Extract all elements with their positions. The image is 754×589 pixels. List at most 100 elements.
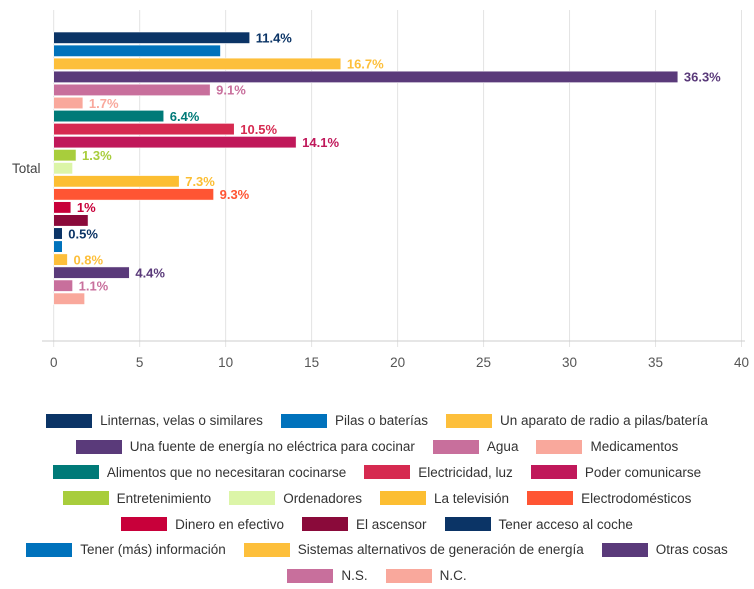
legend-item[interactable]: Un aparato de radio a pilas/batería — [446, 413, 708, 428]
bar — [53, 279, 73, 292]
x-tick-label: 35 — [648, 355, 663, 370]
legend-swatch — [364, 465, 411, 480]
data-label: 16.7% — [347, 57, 384, 72]
legend-item[interactable]: Electricidad, luz — [364, 465, 513, 480]
legend-item[interactable]: Poder comunicarse — [530, 464, 702, 480]
legend-swatch — [26, 542, 73, 557]
data-label: 36.3% — [684, 70, 721, 85]
bar — [53, 227, 63, 240]
legend-label: Alimentos que no necesitaran cocinarse — [106, 464, 347, 480]
data-label: 0.8% — [73, 252, 103, 267]
legend-item[interactable]: Linternas, velas o similares — [46, 413, 263, 428]
legend-label: N.C. — [439, 568, 467, 584]
legend-item[interactable]: Tener acceso al coche — [444, 516, 633, 532]
legend-label: N.S. — [341, 568, 368, 584]
bar — [53, 214, 89, 227]
data-label: 1.7% — [89, 96, 119, 111]
legend-row: Una fuente de energía no eléctrica para … — [0, 434, 754, 460]
category-label: Total — [12, 161, 41, 176]
legend-label: Poder comunicarse — [584, 464, 702, 480]
legend-row: Dinero en efectivo El ascensor Tener acces… — [0, 511, 754, 537]
legend-item[interactable]: Dinero en efectivo — [121, 517, 284, 532]
legend-label: Electrodomésticos — [581, 490, 692, 506]
bar — [53, 201, 72, 214]
legend-item[interactable]: Alimentos que no necesitaran cocinarse — [52, 464, 347, 480]
legend-swatch — [280, 413, 327, 428]
legend-item[interactable]: Agua — [432, 439, 519, 455]
legend-row: Alimentos que no necesitaran cocinarse El… — [0, 460, 754, 486]
legend-item[interactable]: Entretenimiento — [62, 491, 211, 506]
bar — [53, 110, 165, 123]
bar — [53, 136, 297, 149]
bar — [53, 83, 211, 96]
legend-swatch — [385, 568, 432, 583]
bar — [53, 266, 130, 279]
data-label: 7.3% — [185, 174, 215, 189]
data-label: 9.1% — [216, 83, 246, 98]
legend-swatch — [52, 465, 99, 480]
bar — [53, 123, 235, 136]
legend-swatch — [601, 542, 648, 557]
legend-item[interactable]: Una fuente de energía no eléctrica para … — [75, 439, 415, 455]
bar — [53, 70, 679, 83]
bar — [53, 175, 180, 188]
legend-row: Entretenimiento Ordenadores La televisión E… — [0, 485, 754, 511]
legend-item[interactable]: La televisión — [380, 491, 509, 506]
legend-item[interactable]: Tener (más) información — [26, 542, 226, 557]
data-label: 10.5% — [240, 122, 277, 137]
x-tick-label: 10 — [218, 355, 233, 370]
legend-swatch — [444, 517, 491, 532]
legend-swatch — [62, 491, 109, 506]
x-tick-label: 0 — [50, 355, 58, 370]
bar — [53, 253, 68, 266]
bar — [53, 162, 73, 175]
legend-item[interactable]: Pilas o baterías — [280, 413, 428, 428]
legend-item[interactable]: Electrodomésticos — [527, 491, 691, 506]
legend-label: Otras cosas — [655, 542, 728, 558]
legend-item[interactable]: N.C. — [385, 568, 467, 584]
bar — [53, 292, 85, 305]
data-label: 6.4% — [170, 109, 200, 124]
legend-swatch — [530, 465, 577, 480]
legend-label: Electricidad, luz — [418, 464, 513, 480]
legend-swatch — [446, 413, 492, 428]
x-tick-label: 15 — [304, 355, 319, 370]
data-label: 14.1% — [302, 135, 339, 150]
legend-item[interactable]: N.S. — [287, 568, 368, 584]
legend-swatch — [380, 491, 426, 506]
legend-item[interactable]: Ordenadores — [229, 491, 362, 506]
legend-label: Medicamentos — [590, 439, 679, 455]
data-label: 11.4% — [256, 31, 293, 46]
legend-label: Tener acceso al coche — [498, 516, 633, 532]
data-label: 1.1% — [79, 278, 109, 293]
x-tick-label: 5 — [136, 355, 144, 370]
bar-chart: 0 5 10 15 20 25 30 35 40 Total 11.4% 16.7% 36.3% 9.1%… — [12, 10, 749, 370]
legend-swatch — [243, 542, 290, 557]
legend-swatch — [121, 517, 168, 532]
legend: Linternas, velas o similares Pilas o bate… — [0, 408, 754, 589]
legend-item[interactable]: Medicamentos — [536, 439, 678, 454]
bar — [53, 149, 77, 162]
x-tick-label: 40 — [734, 355, 749, 370]
legend-swatch — [46, 413, 93, 428]
legend-label: Dinero en efectivo — [175, 516, 284, 532]
legend-item[interactable]: Otras cosas — [601, 542, 728, 558]
bar — [53, 57, 342, 70]
legend-swatch — [536, 439, 583, 454]
legend-label: El ascensor — [355, 516, 427, 532]
legend-label: Linternas, velas o similares — [100, 413, 263, 429]
legend-label: Tener (más) información — [80, 542, 226, 558]
legend-label: Ordenadores — [283, 490, 362, 506]
legend-label: Sistemas alternativos de generación de e… — [297, 542, 584, 558]
bar — [53, 240, 63, 253]
data-label: 1% — [77, 200, 96, 215]
legend-label: Agua — [486, 439, 519, 455]
legend-item[interactable]: El ascensor — [301, 516, 427, 532]
data-label: 1.3% — [82, 148, 112, 163]
legend-label: Un aparato de radio a pilas/batería — [500, 413, 708, 429]
legend-row: Tener (más) información Sistemas alternat… — [0, 537, 754, 563]
x-tick-label: 30 — [562, 355, 577, 370]
legend-item[interactable]: Sistemas alternativos de generación de e… — [243, 542, 584, 558]
legend-row: N.S. N.C. — [0, 563, 754, 589]
legend-label: Una fuente de energía no eléctrica para … — [129, 439, 415, 455]
